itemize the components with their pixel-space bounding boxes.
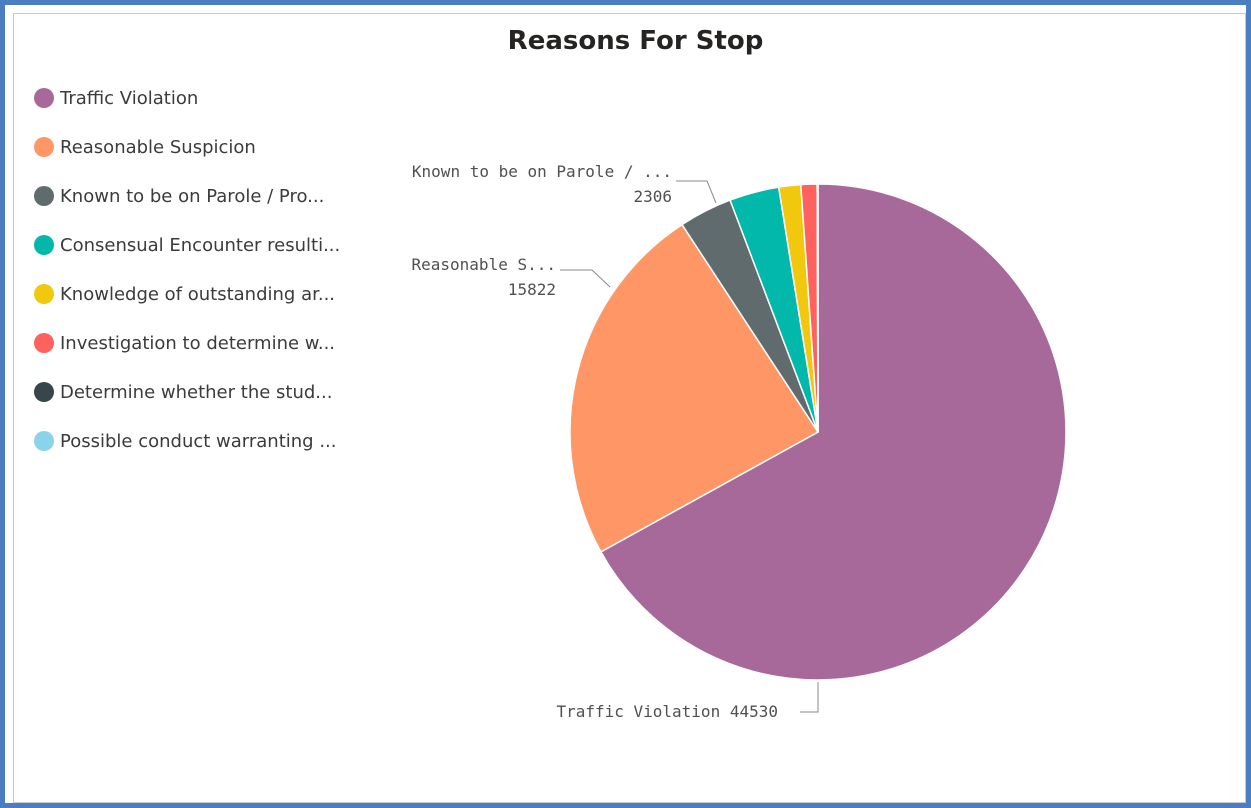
- legend-label: Reasonable Suspicion: [60, 136, 256, 158]
- legend-swatch: [34, 88, 54, 108]
- leader-line: [800, 682, 819, 713]
- leader-line: [560, 269, 611, 288]
- legend-swatch: [34, 235, 54, 255]
- legend-item[interactable]: Reasonable Suspicion: [34, 135, 340, 159]
- data-label: Traffic Violation 44530: [556, 702, 778, 721]
- chart-title: Reasons For Stop: [507, 26, 764, 56]
- data-label-name: Reasonable S...: [412, 255, 557, 274]
- legend-swatch: [34, 186, 54, 206]
- legend-swatch: [34, 284, 54, 304]
- legend-item[interactable]: Possible conduct warranting ...: [34, 429, 340, 453]
- legend-label: Determine whether the stud...: [60, 381, 333, 403]
- pie-slice[interactable]: [569, 223, 820, 553]
- legend-swatch: [34, 431, 54, 451]
- legend-item[interactable]: Investigation to determine w...: [34, 331, 340, 355]
- legend-label: Possible conduct warranting ...: [60, 430, 337, 452]
- leader-line: [676, 180, 717, 204]
- legend-item[interactable]: Determine whether the stud...: [34, 380, 340, 404]
- chart-legend: Traffic Violation Reasonable Suspicion Kno…: [34, 86, 340, 478]
- legend-item[interactable]: Consensual Encounter resulti...: [34, 233, 340, 257]
- legend-item[interactable]: Known to be on Parole / Pro...: [34, 184, 340, 208]
- legend-swatch: [34, 382, 54, 402]
- legend-label: Consensual Encounter resulti...: [60, 234, 341, 256]
- legend-item[interactable]: Traffic Violation: [34, 86, 340, 110]
- legend-label: Investigation to determine w...: [60, 332, 336, 354]
- legend-swatch: [34, 333, 54, 353]
- data-label-value: 15822: [508, 280, 556, 299]
- legend-label: Knowledge of outstanding ar...: [60, 283, 336, 305]
- data-label-name: Known to be on Parole / ...: [412, 162, 672, 181]
- data-label-value: 2306: [633, 187, 672, 206]
- legend-label: Traffic Violation: [60, 87, 199, 109]
- legend-swatch: [34, 137, 54, 157]
- legend-label: Known to be on Parole / Pro...: [60, 185, 325, 207]
- pie-slice[interactable]: [599, 183, 1067, 681]
- legend-item[interactable]: Knowledge of outstanding ar...: [34, 282, 340, 306]
